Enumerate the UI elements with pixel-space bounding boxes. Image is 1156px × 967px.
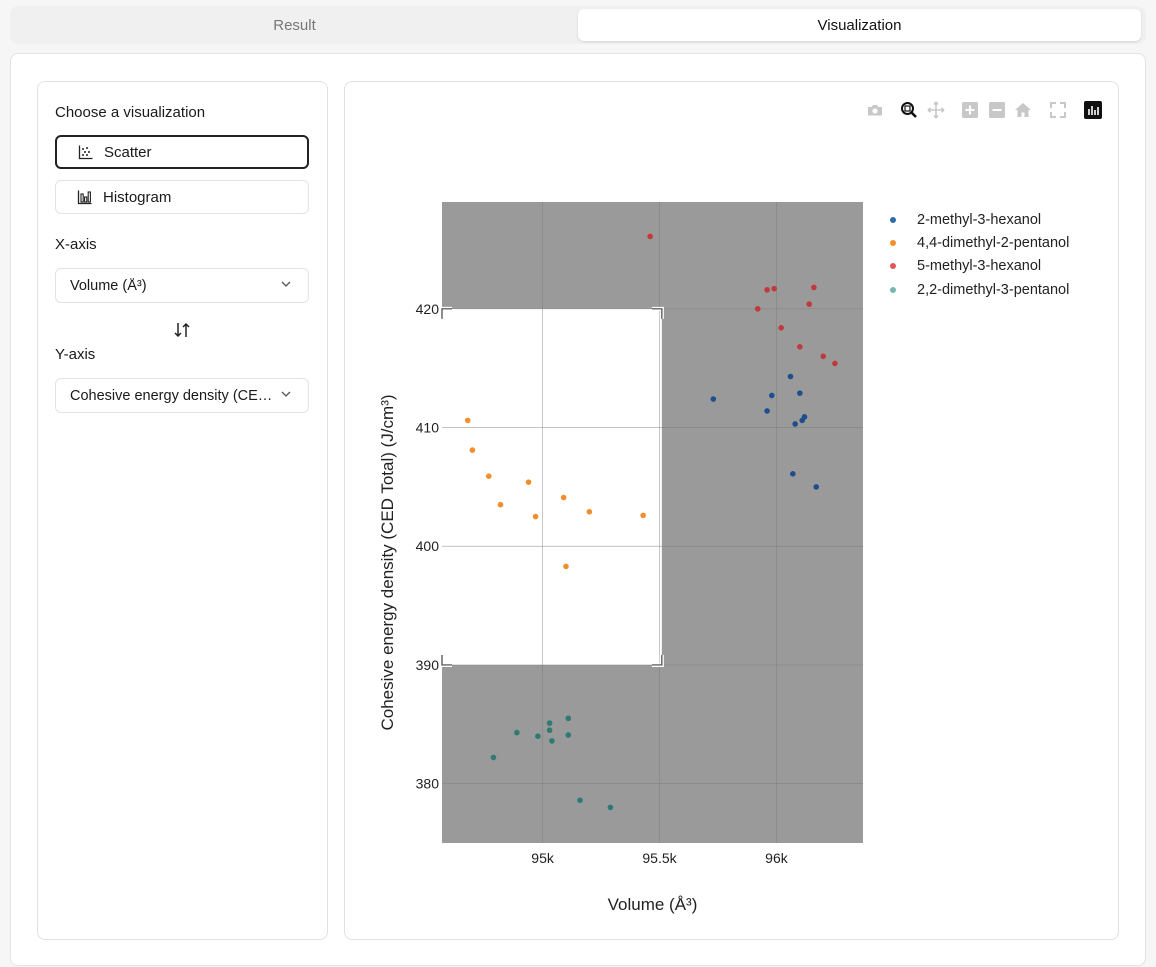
y-axis-title: Cohesive energy density (CED Total) (J/c…: [378, 394, 397, 730]
autoscale-icon[interactable]: [1048, 100, 1068, 120]
tab-visualization[interactable]: Visualization: [578, 9, 1141, 41]
camera-icon[interactable]: [865, 100, 885, 120]
data-point[interactable]: [647, 233, 653, 240]
view-tabs: Result Visualization: [10, 6, 1146, 44]
data-point[interactable]: [764, 287, 770, 293]
zoom-out-icon[interactable]: [987, 100, 1007, 120]
selection-handle-outline: [441, 654, 452, 666]
x-tick-label: 95k: [531, 850, 555, 866]
data-point[interactable]: [607, 804, 614, 811]
chart-legend: 2-methyl-3-hexanol 4,4-dimethyl-2-pentan…: [890, 208, 1069, 301]
data-point[interactable]: [797, 344, 803, 350]
data-point[interactable]: [801, 414, 808, 420]
visualization-sidebar: Choose a visualization Scatter Histogram…: [37, 81, 328, 940]
legend-label: 2-methyl-3-hexanol: [917, 211, 1042, 228]
data-point[interactable]: [790, 471, 796, 477]
legend-item[interactable]: 2,2-dimethyl-3-pentanol: [890, 278, 1069, 301]
data-point[interactable]: [546, 727, 553, 734]
legend-label: 2,2-dimethyl-3-pentanol: [917, 281, 1070, 298]
data-point[interactable]: [797, 390, 803, 396]
x-axis-select[interactable]: Volume (Å³): [55, 268, 309, 303]
histogram-option-label: Histogram: [103, 188, 172, 206]
data-point[interactable]: [813, 484, 820, 490]
data-point[interactable]: [764, 408, 770, 414]
plotly-logo-icon[interactable]: [1083, 100, 1103, 120]
data-point[interactable]: [771, 285, 777, 292]
data-point[interactable]: [469, 447, 476, 453]
sidebar-title: Choose a visualization: [55, 104, 206, 121]
data-point[interactable]: [565, 715, 572, 722]
data-point[interactable]: [787, 373, 794, 380]
x-axis-title: Volume (Å³): [608, 895, 698, 914]
scatter-icon: [78, 145, 93, 160]
tab-result[interactable]: Result: [273, 16, 316, 34]
data-point[interactable]: [778, 325, 784, 331]
home-icon[interactable]: [1013, 100, 1033, 120]
zoom-icon[interactable]: [899, 100, 919, 120]
swap-axes-icon[interactable]: [172, 320, 192, 340]
data-point[interactable]: [577, 797, 583, 804]
legend-label: 5-methyl-3-hexanol: [917, 258, 1042, 275]
data-point[interactable]: [532, 513, 539, 520]
x-tick-label: 95.5k: [642, 850, 677, 866]
y-tick-label: 400: [416, 538, 440, 554]
data-point[interactable]: [497, 501, 504, 508]
legend-marker: [890, 239, 896, 246]
scatter-option-label: Scatter: [104, 143, 152, 161]
data-point[interactable]: [792, 421, 798, 427]
legend-marker: [890, 263, 896, 270]
data-point[interactable]: [563, 563, 569, 570]
data-point[interactable]: [820, 353, 827, 360]
scatter-chart[interactable]: 95k 95.5k 96k 380 390 400 410 420 Volume (Å³) Coh…: [345, 82, 1118, 939]
pan-icon[interactable]: [926, 100, 946, 120]
x-axis-label: X-axis: [55, 236, 97, 253]
histogram-option[interactable]: Histogram: [55, 180, 309, 214]
chevron-down-icon: [281, 391, 291, 397]
y-tick-label: 380: [416, 776, 440, 792]
data-point[interactable]: [525, 479, 532, 485]
x-tick-label: 96k: [765, 850, 789, 866]
legend-item[interactable]: 5-methyl-3-hexanol: [890, 255, 1069, 278]
data-point[interactable]: [586, 509, 593, 515]
legend-item[interactable]: 4,4-dimethyl-2-pentanol: [890, 231, 1069, 254]
legend-marker: [890, 216, 896, 223]
y-axis-select[interactable]: Cohesive energy density (CE…: [55, 378, 309, 413]
y-tick-label: 390: [416, 657, 440, 673]
data-point[interactable]: [485, 473, 492, 480]
histogram-icon: [77, 190, 92, 205]
data-point[interactable]: [640, 512, 646, 519]
x-axis-select-value: Volume (Å³): [70, 277, 147, 294]
plot-modebar: [865, 100, 1105, 122]
data-point[interactable]: [549, 738, 555, 744]
zoom-in-icon[interactable]: [960, 100, 980, 120]
y-axis-select-value: Cohesive energy density (CE…: [70, 387, 273, 404]
data-point[interactable]: [464, 417, 471, 424]
selection-handle-outline: [441, 308, 452, 319]
data-point[interactable]: [565, 732, 572, 738]
data-point[interactable]: [754, 306, 761, 312]
selection-handle-outline: [651, 654, 663, 666]
data-point[interactable]: [710, 396, 717, 402]
plot-card: 95k 95.5k 96k 380 390 400 410 420 Volume (Å³) Coh…: [344, 81, 1119, 940]
legend-item[interactable]: 2-methyl-3-hexanol: [890, 208, 1069, 231]
y-axis-label: Y-axis: [55, 346, 96, 363]
selection-handle-outline: [651, 308, 663, 319]
legend-label: 4,4-dimethyl-2-pentanol: [917, 234, 1070, 251]
data-point[interactable]: [806, 301, 813, 307]
data-point[interactable]: [546, 720, 553, 726]
y-tick-label: 410: [416, 420, 440, 436]
data-point[interactable]: [768, 392, 775, 399]
data-point[interactable]: [811, 284, 817, 291]
data-point[interactable]: [535, 733, 541, 739]
data-point[interactable]: [560, 494, 567, 501]
data-point[interactable]: [832, 360, 838, 367]
data-point[interactable]: [490, 754, 497, 761]
legend-marker: [890, 286, 896, 293]
selection-box[interactable]: [442, 308, 662, 665]
chevron-down-icon: [281, 281, 291, 287]
scatter-option[interactable]: Scatter: [55, 135, 309, 169]
y-tick-label: 420: [416, 301, 440, 317]
data-point[interactable]: [514, 729, 520, 736]
